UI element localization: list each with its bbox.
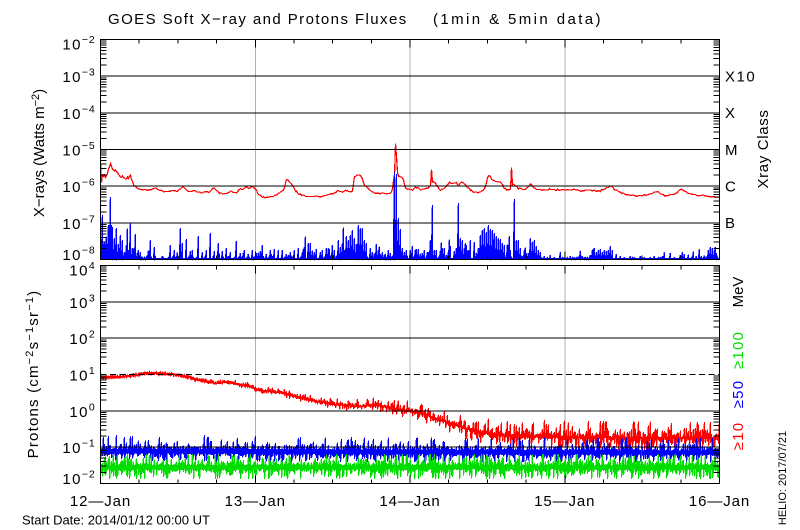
svg-text:≥50: ≥50 — [730, 380, 747, 409]
svg-text:Start Date: 2014/01/12 00:00 U: Start Date: 2014/01/12 00:00 UT — [22, 513, 210, 528]
svg-text:103: 103 — [69, 292, 95, 312]
svg-text:16—Jan: 16—Jan — [689, 493, 750, 510]
svg-text:X: X — [725, 105, 737, 122]
svg-text:13—Jan: 13—Jan — [225, 493, 286, 510]
svg-text:HELIO: 2017/07/21: HELIO: 2017/07/21 — [777, 431, 789, 525]
svg-text:Protons (cm−2s−1sr−1): Protons (cm−2s−1sr−1) — [24, 290, 42, 459]
svg-text:M: M — [725, 142, 739, 159]
svg-text:15—Jan: 15—Jan — [534, 493, 595, 510]
svg-text:B: B — [725, 215, 737, 232]
svg-text:X10: X10 — [725, 68, 756, 85]
svg-text:104: 104 — [69, 260, 95, 280]
svg-text:14—Jan: 14—Jan — [379, 493, 440, 510]
svg-text:102: 102 — [69, 329, 95, 349]
svg-text:(1min & 5min data): (1min & 5min data) — [433, 11, 603, 28]
svg-text:12—Jan: 12—Jan — [70, 493, 131, 510]
svg-text:GOES Soft X−ray and Protons Fl: GOES Soft X−ray and Protons Fluxes — [108, 11, 408, 28]
svg-text:100: 100 — [69, 401, 95, 421]
svg-text:≥100: ≥100 — [730, 331, 747, 369]
svg-text:101: 101 — [69, 365, 95, 385]
svg-text:C: C — [725, 178, 737, 195]
svg-text:Xray Class: Xray Class — [755, 109, 772, 188]
svg-text:MeV: MeV — [730, 277, 747, 308]
svg-text:X−rays (Watts m−2): X−rays (Watts m−2) — [30, 89, 48, 217]
svg-text:≥10: ≥10 — [730, 422, 747, 451]
